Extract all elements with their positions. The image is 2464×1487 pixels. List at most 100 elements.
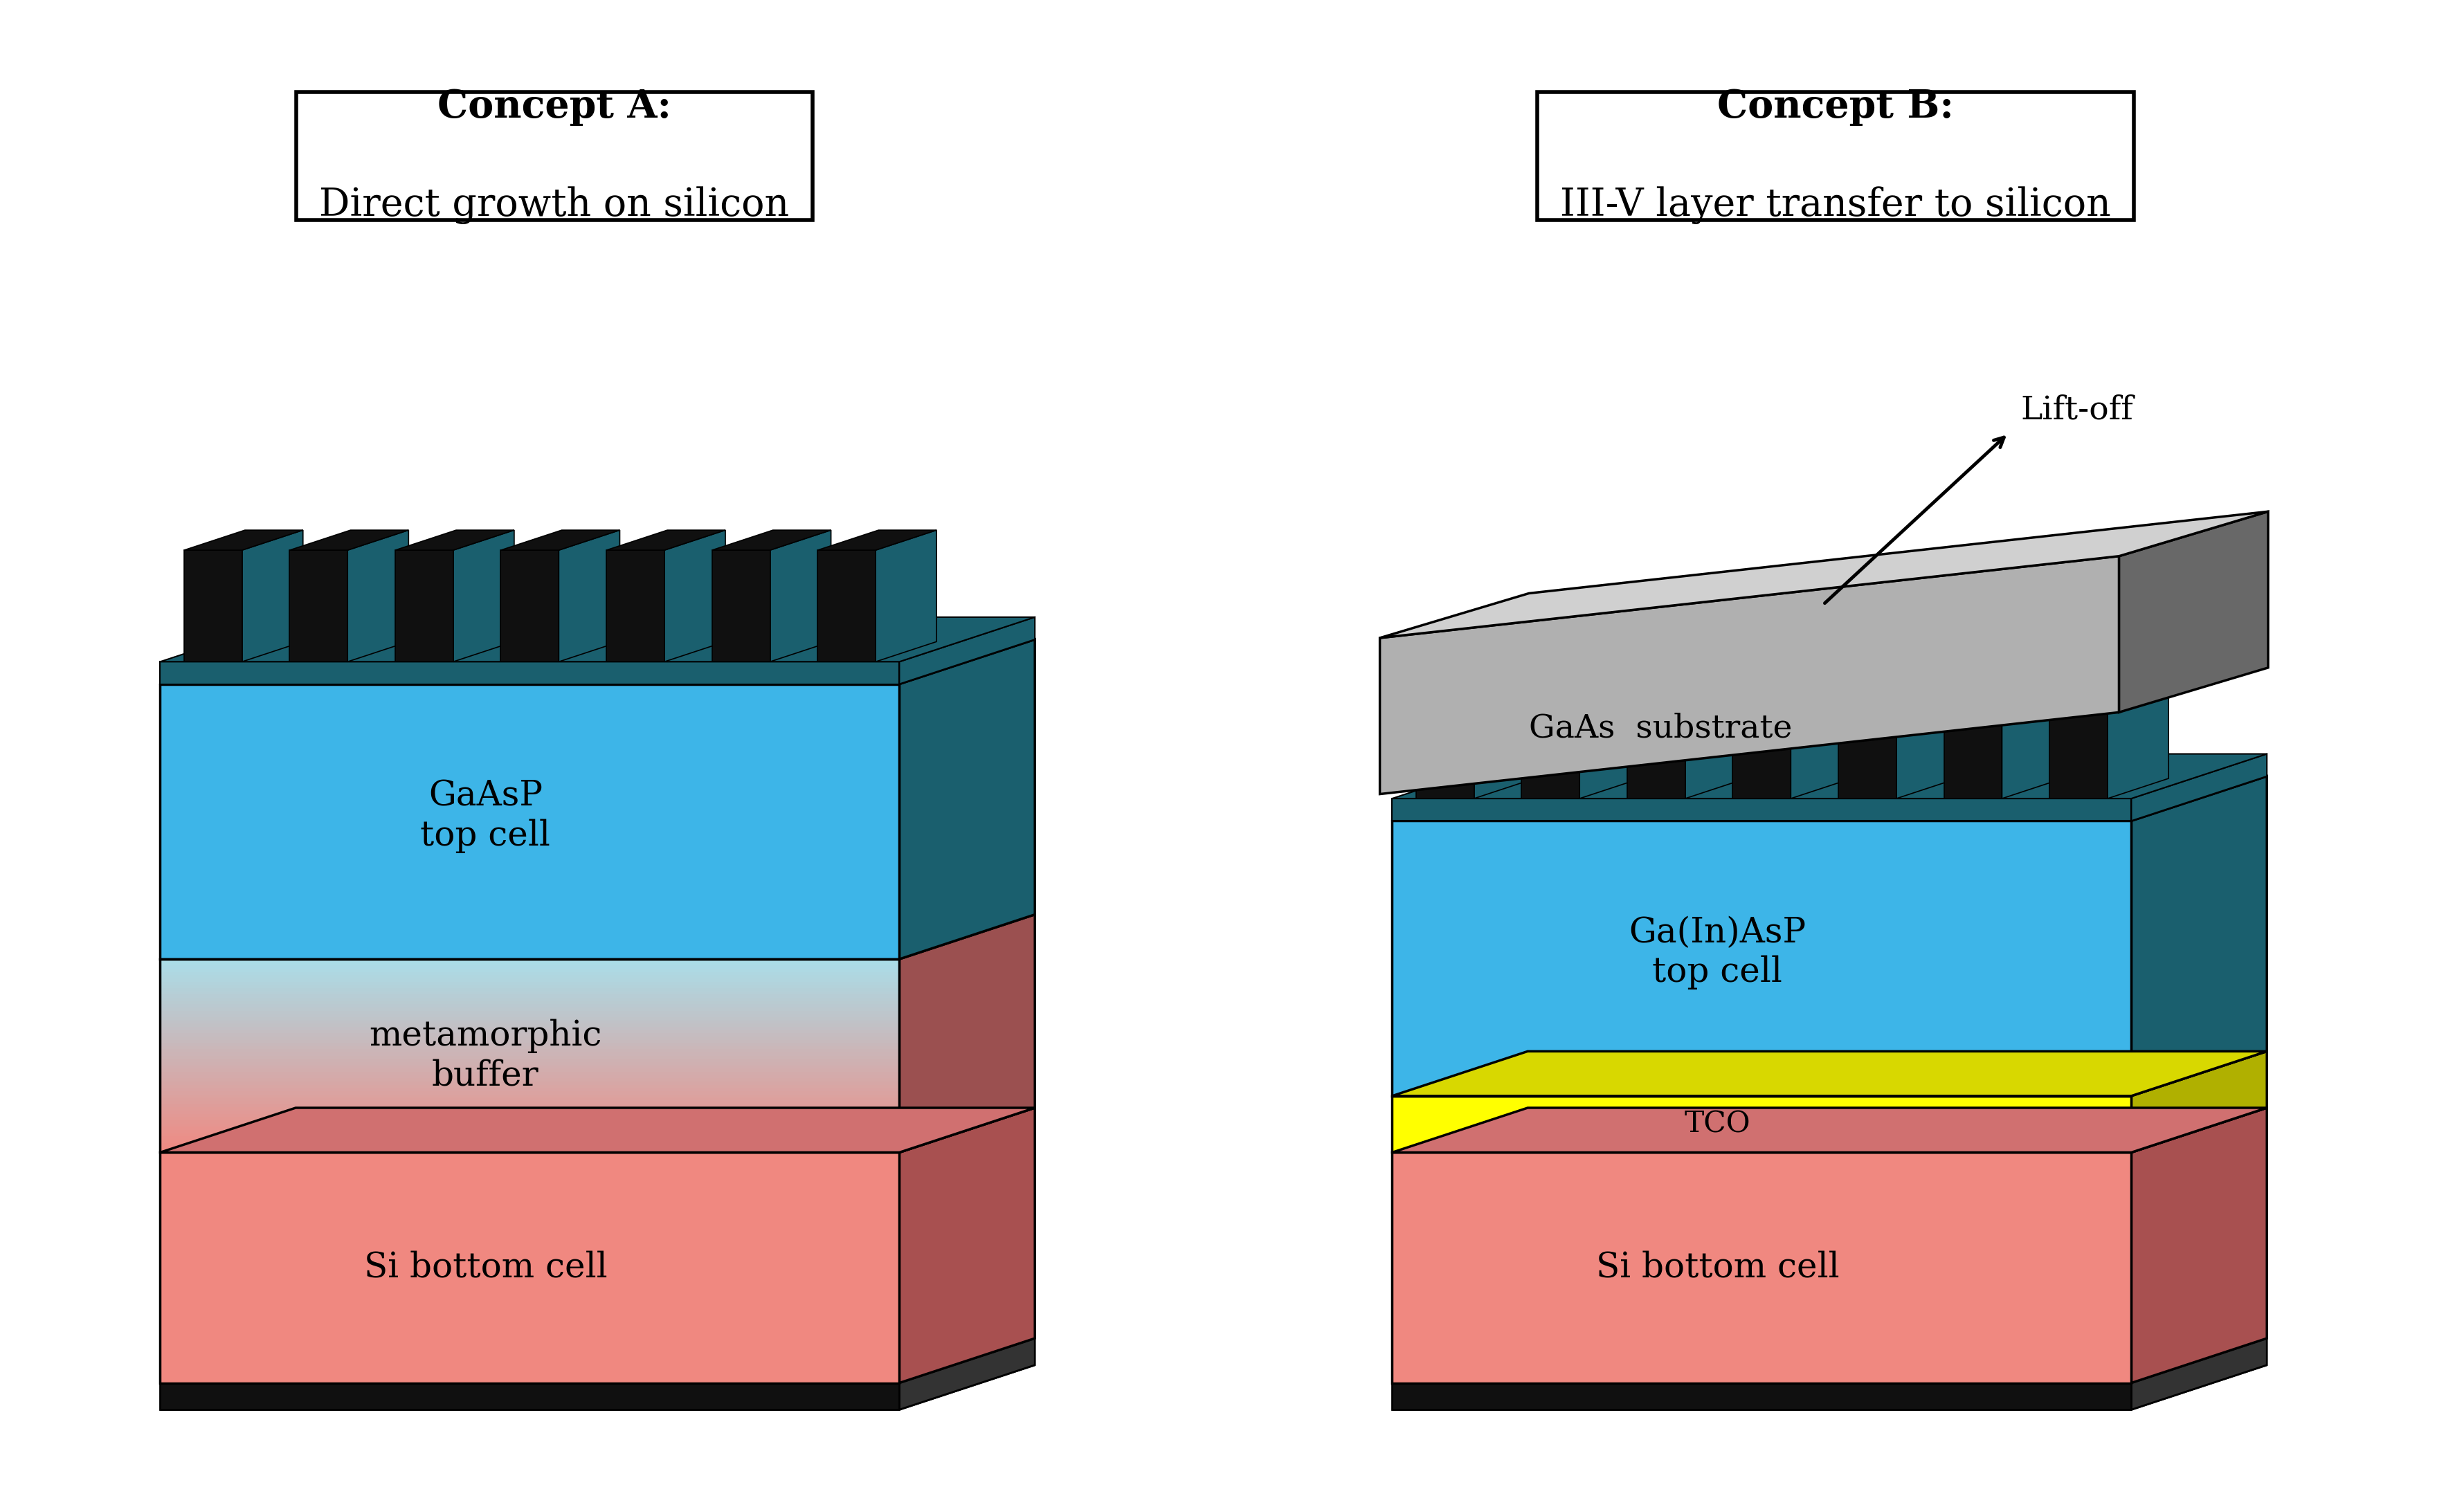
Bar bbox=[160, 1042, 899, 1047]
Polygon shape bbox=[606, 531, 724, 550]
Bar bbox=[160, 1086, 899, 1088]
Text: metamorphic
buffer: metamorphic buffer bbox=[370, 1019, 601, 1093]
Polygon shape bbox=[500, 531, 621, 550]
Bar bbox=[160, 1059, 899, 1062]
Polygon shape bbox=[347, 531, 409, 662]
Text: Concept A:: Concept A: bbox=[439, 88, 670, 126]
Bar bbox=[160, 995, 899, 998]
Text: Concept B:: Concept B: bbox=[1717, 88, 1954, 126]
Text: TCO: TCO bbox=[1685, 1109, 1749, 1139]
Polygon shape bbox=[1417, 690, 1535, 709]
Bar bbox=[160, 1091, 899, 1094]
Bar bbox=[1838, 709, 1897, 799]
Bar bbox=[160, 1108, 899, 1111]
Bar bbox=[1520, 709, 1579, 799]
Bar bbox=[1392, 1152, 2131, 1383]
Bar bbox=[160, 970, 899, 972]
Bar bbox=[160, 1133, 899, 1136]
Text: Concept B:
III-V layer transfer to silicon: Concept B: III-V layer transfer to silic… bbox=[1560, 116, 2112, 196]
Polygon shape bbox=[1380, 512, 2267, 638]
Polygon shape bbox=[1685, 690, 1747, 799]
Polygon shape bbox=[160, 1108, 1035, 1152]
Polygon shape bbox=[1897, 690, 1956, 799]
Bar bbox=[1944, 709, 2001, 799]
Bar bbox=[160, 1075, 899, 1078]
Text: GaAsP
top cell: GaAsP top cell bbox=[421, 779, 549, 854]
Text: Concept A:
Direct growth on silicon: Concept A: Direct growth on silicon bbox=[320, 116, 788, 196]
Bar bbox=[160, 978, 899, 981]
Bar bbox=[160, 1039, 899, 1042]
Bar bbox=[1392, 799, 2131, 821]
Polygon shape bbox=[2131, 776, 2267, 1096]
Bar bbox=[160, 1124, 899, 1127]
Bar bbox=[500, 550, 559, 662]
Bar bbox=[160, 684, 899, 959]
Text: Direct growth on silicon: Direct growth on silicon bbox=[320, 186, 788, 225]
Polygon shape bbox=[1944, 690, 2062, 709]
Bar bbox=[160, 959, 899, 1152]
Bar bbox=[160, 959, 899, 962]
Bar bbox=[160, 1030, 899, 1033]
Bar bbox=[160, 1078, 899, 1081]
Polygon shape bbox=[2131, 1051, 2267, 1152]
Bar bbox=[160, 1001, 899, 1004]
Bar bbox=[160, 1094, 899, 1097]
Polygon shape bbox=[160, 1365, 1035, 1410]
Polygon shape bbox=[2001, 690, 2062, 799]
Bar bbox=[160, 1017, 899, 1020]
Polygon shape bbox=[1392, 1365, 2267, 1410]
Text: Ga(In)AsP
top cell: Ga(In)AsP top cell bbox=[1629, 916, 1806, 990]
Polygon shape bbox=[1732, 690, 1853, 709]
Bar bbox=[160, 1069, 899, 1072]
Bar bbox=[160, 1139, 899, 1142]
Polygon shape bbox=[1392, 776, 2267, 821]
Text: III-V layer transfer to silicon: III-V layer transfer to silicon bbox=[1560, 186, 2112, 225]
Polygon shape bbox=[899, 915, 1035, 1152]
Bar bbox=[160, 1127, 899, 1130]
Polygon shape bbox=[1392, 754, 2267, 799]
Polygon shape bbox=[1579, 690, 1641, 799]
Bar bbox=[291, 550, 347, 662]
Bar bbox=[1392, 821, 2131, 1096]
Bar bbox=[160, 1004, 899, 1008]
Bar bbox=[160, 1008, 899, 1011]
Bar bbox=[160, 1114, 899, 1117]
Text: Lift-off: Lift-off bbox=[2020, 394, 2134, 427]
Polygon shape bbox=[2119, 512, 2267, 712]
Polygon shape bbox=[1626, 690, 1747, 709]
Polygon shape bbox=[453, 531, 515, 662]
Bar bbox=[160, 1036, 899, 1039]
Polygon shape bbox=[2131, 1338, 2267, 1410]
Bar bbox=[160, 998, 899, 1001]
Bar bbox=[160, 1111, 899, 1114]
Bar bbox=[712, 550, 769, 662]
Polygon shape bbox=[2107, 690, 2168, 799]
Bar bbox=[160, 1142, 899, 1146]
Bar bbox=[160, 1020, 899, 1023]
Polygon shape bbox=[1392, 1108, 2267, 1152]
Polygon shape bbox=[899, 617, 1035, 684]
Bar bbox=[160, 1103, 899, 1108]
Polygon shape bbox=[875, 531, 936, 662]
Bar bbox=[160, 1149, 899, 1152]
Bar bbox=[160, 662, 899, 684]
Bar bbox=[160, 1100, 899, 1103]
Bar bbox=[394, 550, 453, 662]
Polygon shape bbox=[160, 639, 1035, 684]
Bar bbox=[185, 550, 241, 662]
Polygon shape bbox=[1838, 690, 1956, 709]
Bar bbox=[160, 1062, 899, 1065]
Bar bbox=[160, 1072, 899, 1075]
Bar bbox=[160, 1050, 899, 1053]
Bar bbox=[1732, 709, 1791, 799]
Bar bbox=[160, 1383, 899, 1410]
Bar bbox=[160, 1097, 899, 1100]
Polygon shape bbox=[1473, 690, 1535, 799]
Bar bbox=[160, 1152, 899, 1383]
Polygon shape bbox=[899, 1108, 1035, 1383]
Bar bbox=[160, 1056, 899, 1059]
Bar bbox=[160, 1146, 899, 1149]
Polygon shape bbox=[185, 531, 303, 550]
Bar bbox=[160, 962, 899, 965]
Bar bbox=[606, 550, 665, 662]
